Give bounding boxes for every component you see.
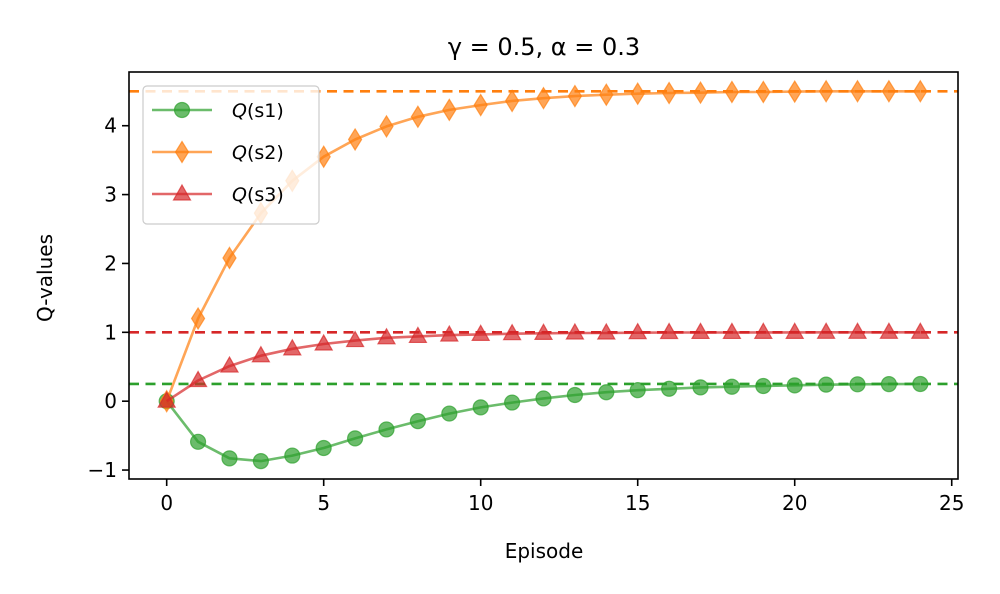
series-3-point bbox=[345, 330, 365, 348]
x-tick-label: 20 bbox=[782, 491, 807, 515]
y-tick-label: 0 bbox=[104, 389, 117, 413]
x-tick-label: 0 bbox=[160, 491, 173, 515]
series-3-point bbox=[785, 322, 805, 339]
y-tick-label: 2 bbox=[104, 251, 117, 275]
series-1-point bbox=[378, 421, 395, 438]
y-tick-label: 1 bbox=[104, 320, 117, 344]
series-3-point bbox=[659, 322, 679, 340]
series-2-point bbox=[410, 105, 426, 129]
series-1-point bbox=[252, 452, 269, 470]
series-2-point bbox=[379, 114, 394, 139]
series-3-point bbox=[314, 333, 334, 351]
legend-label-2: Q(s2) bbox=[232, 142, 284, 164]
y-axis-label: Q-values bbox=[33, 234, 57, 322]
series-3-point bbox=[628, 322, 648, 340]
series-2-point bbox=[881, 79, 897, 103]
series-3-point bbox=[219, 355, 240, 373]
series-3-point bbox=[251, 345, 271, 363]
series-1-point bbox=[189, 433, 207, 450]
series-2-point bbox=[504, 89, 520, 113]
series-1-point bbox=[472, 399, 489, 416]
series-3-point bbox=[376, 327, 397, 345]
series-1-point bbox=[786, 377, 803, 394]
series-1-point bbox=[441, 405, 458, 422]
legend-label-3: Q(s3) bbox=[232, 184, 284, 206]
series-1-point bbox=[221, 450, 238, 467]
legend-marker-1 bbox=[173, 101, 191, 119]
series-2-point bbox=[536, 86, 551, 110]
legend: Q(s1) Q(s2) Q(s3) bbox=[142, 85, 320, 225]
series-3-point bbox=[690, 322, 711, 340]
series-1-point bbox=[409, 413, 426, 430]
series-3-point bbox=[282, 338, 302, 356]
series-2-point bbox=[190, 306, 206, 331]
series-1-point bbox=[755, 377, 772, 395]
series-2-point bbox=[347, 127, 363, 152]
series-3-point bbox=[910, 322, 930, 339]
series-3-point bbox=[565, 322, 585, 340]
series-3-point bbox=[157, 390, 177, 408]
plot-area: 0 5 10 15 20 25 −1 0 1 2 3 4 Q(s1) Q(s2) Q(s3) bbox=[88, 71, 964, 515]
series-2-point bbox=[850, 79, 865, 103]
series-2-point bbox=[630, 82, 645, 106]
y-tick-label: 4 bbox=[104, 114, 117, 138]
series-1-point bbox=[661, 380, 678, 397]
series-1-point bbox=[535, 390, 552, 407]
series-3-point bbox=[596, 322, 616, 340]
series-2-point bbox=[442, 98, 457, 122]
axes-frame bbox=[128, 71, 959, 480]
series-3-point bbox=[408, 326, 428, 344]
series-2-point bbox=[599, 83, 614, 107]
legend-marker-2 bbox=[174, 140, 190, 164]
series-2-point bbox=[222, 246, 237, 270]
series-1-point bbox=[503, 394, 521, 411]
series-1-point bbox=[629, 382, 646, 399]
chart-title: γ = 0.5, α = 0.3 bbox=[448, 33, 640, 61]
series-3-point bbox=[439, 324, 459, 342]
legend-marker-3 bbox=[172, 183, 192, 201]
series-1-point bbox=[723, 378, 741, 395]
series-2-point bbox=[724, 80, 740, 104]
x-tick-label: 5 bbox=[317, 491, 330, 515]
series-1-point bbox=[849, 376, 866, 393]
series-1-point bbox=[284, 447, 301, 464]
series-1-point bbox=[880, 376, 898, 393]
series-3-point bbox=[502, 323, 522, 341]
series-layer bbox=[157, 79, 930, 470]
y-tick-label: −1 bbox=[88, 458, 117, 482]
series-3-point bbox=[188, 370, 208, 388]
x-tick-label: 10 bbox=[468, 491, 493, 515]
series-3-point bbox=[533, 323, 554, 340]
series-1-point bbox=[598, 384, 615, 401]
x-tick-label: 25 bbox=[939, 491, 964, 515]
legend-label-1: Q(s1) bbox=[232, 100, 284, 122]
x-axis-label: Episode bbox=[505, 539, 584, 563]
series-3-point bbox=[816, 322, 836, 339]
series-1-point bbox=[818, 376, 835, 393]
series-2-point bbox=[473, 93, 488, 117]
series-2-point bbox=[661, 81, 677, 105]
series-2-point bbox=[818, 79, 834, 103]
series-2-point bbox=[567, 84, 583, 108]
series-3-point bbox=[847, 322, 868, 339]
series-1-point bbox=[912, 375, 929, 393]
series-3-point bbox=[879, 322, 899, 339]
x-tick-label: 15 bbox=[625, 491, 650, 515]
legend-box bbox=[142, 85, 320, 225]
series-2-point bbox=[693, 81, 708, 105]
series-2-point bbox=[787, 79, 802, 104]
series-3-point bbox=[471, 324, 491, 341]
series-1-point bbox=[692, 379, 709, 396]
series-2-point bbox=[913, 79, 928, 103]
series-2-point bbox=[756, 80, 771, 104]
series-3-point bbox=[753, 322, 773, 339]
series-1-point bbox=[315, 439, 332, 457]
series-1-point bbox=[566, 386, 584, 404]
y-tick-label: 3 bbox=[104, 183, 117, 207]
series-3-point bbox=[722, 322, 742, 340]
series-1-point bbox=[346, 430, 364, 447]
